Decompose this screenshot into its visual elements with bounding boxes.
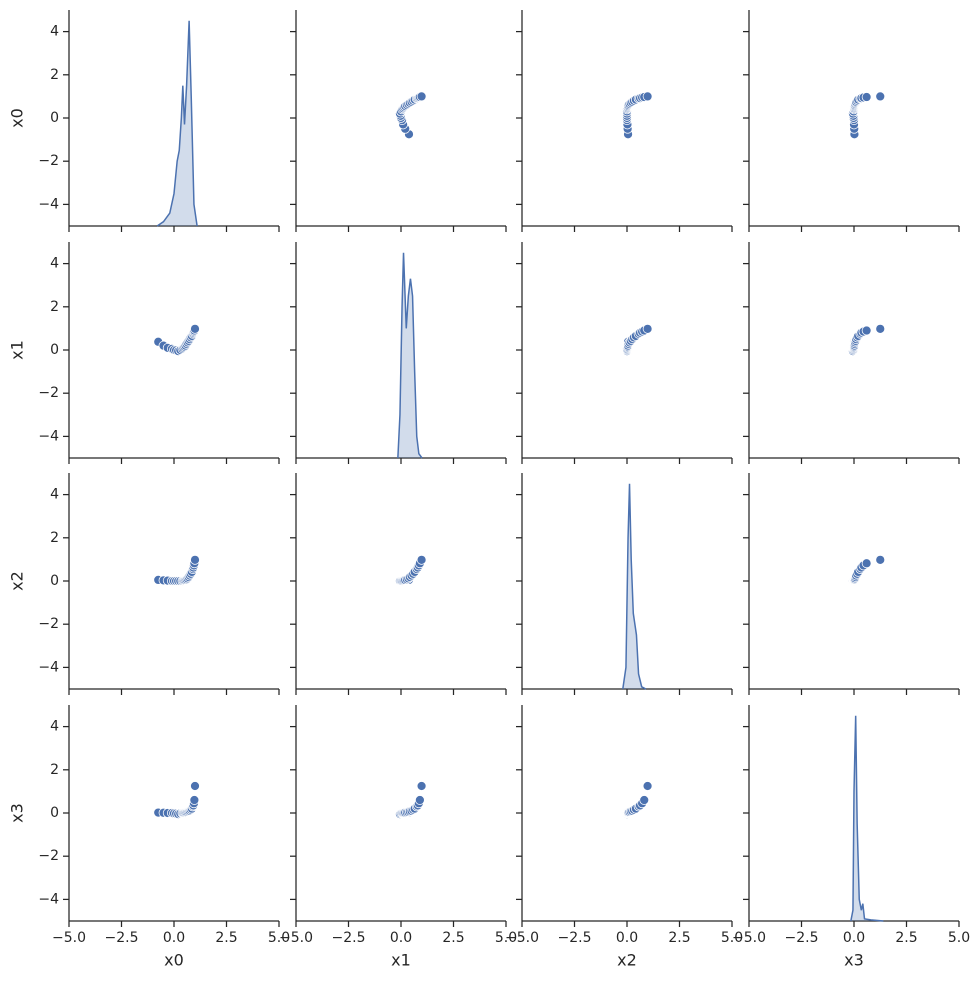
y-tick-label: −2 [38, 385, 59, 401]
y-tick-label: 4 [50, 24, 59, 40]
x-tick-label: 0.0 [616, 930, 638, 946]
x-tick-label: 2.5 [895, 930, 917, 946]
scatter-point [639, 795, 650, 805]
x-tick-label: 0.0 [163, 930, 185, 946]
x-tick-label: 5.0 [268, 930, 290, 946]
x-tick-label: −2.5 [105, 930, 139, 946]
x-axis-label: x3 [844, 951, 864, 970]
kde-area [397, 252, 422, 458]
x-tick-label: −5.0 [732, 930, 766, 946]
x-tick-label: −2.5 [558, 930, 592, 946]
y-tick-label: 2 [50, 530, 59, 546]
y-axis-label: x1 [8, 340, 27, 360]
x-tick-label: −5.0 [52, 930, 86, 946]
scatter-point [416, 91, 427, 102]
x-axis-label: x1 [391, 951, 411, 970]
y-axis-label: x2 [8, 571, 27, 591]
scatter-point [415, 795, 425, 805]
scatter-point [416, 554, 427, 565]
scatter-point [875, 554, 886, 565]
kde-area [157, 20, 198, 226]
y-tick-label: 4 [50, 487, 59, 503]
x-tick-label: 2.5 [442, 930, 464, 946]
y-tick-label: 4 [50, 256, 59, 272]
x-tick-label: 2.5 [215, 930, 237, 946]
kde-line [397, 252, 423, 459]
x-tick-label: 5.0 [721, 930, 743, 946]
y-tick-label: −4 [38, 659, 59, 675]
y-axis-label: x0 [8, 108, 27, 128]
x-tick-label: −5.0 [279, 930, 313, 946]
y-axis-label: x3 [8, 803, 27, 823]
scatter-point [861, 325, 872, 336]
x-tick-label: 5.0 [948, 930, 970, 946]
y-tick-label: −4 [38, 196, 59, 212]
y-tick-label: −2 [38, 153, 59, 169]
y-tick-label: 4 [50, 719, 59, 735]
scatter-point [861, 92, 872, 102]
kde-line [622, 483, 647, 690]
y-tick-label: 2 [50, 67, 59, 83]
x-tick-label: −5.0 [505, 930, 539, 946]
scatter-point [861, 558, 872, 569]
scatter-point [189, 795, 200, 805]
y-tick-label: 0 [50, 110, 59, 126]
x-tick-label: 2.5 [668, 930, 690, 946]
y-tick-label: 0 [50, 805, 59, 821]
y-tick-label: −2 [38, 616, 59, 632]
y-tick-label: 0 [50, 573, 59, 589]
x-axis-label: x0 [164, 951, 184, 970]
scatter-point [875, 323, 886, 334]
scatter-point [190, 781, 200, 791]
y-tick-label: −4 [38, 891, 59, 907]
y-tick-label: 2 [50, 299, 59, 315]
scatter-point [642, 323, 653, 334]
kde-area [850, 715, 884, 921]
y-tick-label: −4 [38, 428, 59, 444]
scatter-point [190, 323, 200, 334]
scatter-point [642, 781, 653, 791]
scatter-point [875, 91, 886, 102]
y-tick-label: 2 [50, 762, 59, 778]
y-tick-label: −2 [38, 848, 59, 864]
x-tick-label: 0.0 [390, 930, 412, 946]
x-tick-label: 0.0 [843, 930, 865, 946]
kde-line [156, 20, 198, 227]
scatter-point [416, 781, 427, 791]
x-tick-label: 5.0 [495, 930, 517, 946]
scatter-point [190, 554, 200, 565]
x-tick-label: −2.5 [785, 930, 819, 946]
scatter-point [642, 91, 653, 102]
x-axis-label: x2 [617, 951, 637, 970]
y-tick-label: 0 [50, 342, 59, 358]
x-tick-label: −2.5 [332, 930, 366, 946]
kde-line [850, 715, 884, 922]
